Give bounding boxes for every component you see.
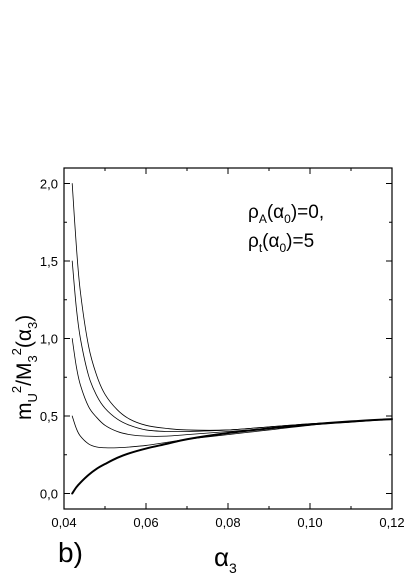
annotation-alpha-open-2: (α	[262, 231, 279, 252]
x-tick-label: 0,08	[215, 515, 240, 530]
x-tick-label: 0,04	[51, 515, 76, 530]
annotation-rho-1: ρ	[248, 202, 259, 223]
series-line-4	[71, 415, 393, 449]
annotation-alpha-sub-1: 0	[284, 212, 291, 226]
x-tick-label: 0,06	[133, 515, 158, 530]
series-line-1	[71, 183, 393, 431]
ticks	[63, 168, 393, 509]
ylabel-M-sub: 3	[25, 355, 40, 362]
panel-label: b)	[58, 537, 83, 568]
annotation-value-1: )=0,	[291, 202, 324, 223]
x-axis-title: α3	[214, 542, 237, 576]
ylabel-m: m	[13, 403, 36, 421]
x-tick-label: 0,10	[297, 515, 322, 530]
annotation-alpha-open-1: (α	[267, 202, 284, 223]
xlabel-sub: 3	[229, 560, 237, 576]
annotation-line-1: ρA(α0)=0,	[248, 202, 324, 226]
ylabel-slash: /M	[13, 363, 36, 386]
y-tick-label: 2,0	[40, 177, 58, 192]
ylabel-sup2: 2	[9, 348, 24, 355]
y-axis-title: mU2/M32(α3)	[9, 315, 40, 420]
xlabel-main: α	[214, 542, 229, 572]
ylabel-alpha-sub: 3	[25, 322, 40, 329]
series-line-2	[71, 260, 393, 433]
annotation-line-2: ρt(α0)=5	[248, 231, 314, 255]
ylabel-paren-open: (α	[13, 329, 36, 348]
ylabel-sup1: 2	[9, 386, 24, 393]
x-tick-label: 0,12	[379, 515, 404, 530]
y-tick-label: 1,5	[40, 254, 58, 269]
annotation-rho-sub-1: A	[259, 212, 267, 226]
series-line-5	[71, 418, 393, 495]
y-tick-label: 0,0	[40, 487, 58, 502]
annotation-value-2: )=5	[286, 231, 314, 252]
annotation-rho-2: ρ	[248, 231, 259, 252]
annotation-rho-sub-2: t	[259, 241, 263, 255]
annotation-alpha-sub-2: 0	[279, 241, 286, 255]
ylabel-m-sub: U	[25, 393, 40, 402]
tick-labels: 0,04 0,06 0,08 0,10 0,12 0,0 0,5 1,0 1,5 2,0	[40, 177, 405, 531]
ylabel-paren-close: )	[13, 315, 36, 322]
plot-frame	[63, 167, 393, 510]
y-tick-label: 1,0	[40, 332, 58, 347]
series-layer	[71, 183, 393, 495]
y-tick-label: 0,5	[40, 409, 58, 424]
